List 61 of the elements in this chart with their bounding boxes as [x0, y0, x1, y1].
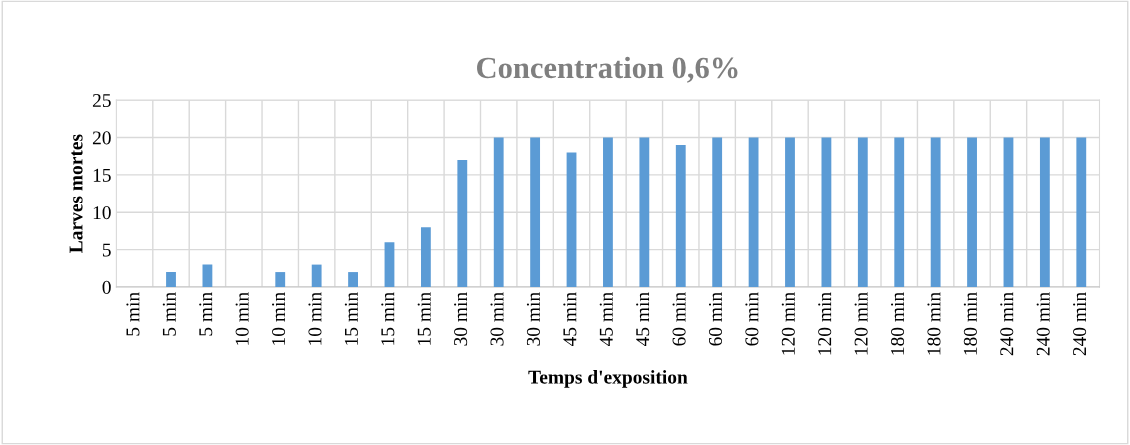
x-tick-label: 15 min — [344, 292, 358, 345]
x-tick-label: 30 min — [490, 292, 504, 346]
chart-title: Concentration 0,6% — [477, 56, 738, 83]
x-axis-title: Temps d'exposition — [528, 370, 688, 388]
x-tick-label: 60 min — [745, 292, 759, 346]
x-tick-label: 5 min — [162, 292, 176, 336]
x-tick-label: 5 min — [126, 292, 140, 336]
x-tick-label: 45 min — [636, 292, 650, 347]
bar — [275, 272, 286, 288]
bar — [639, 137, 650, 288]
x-tick-label: 180 min — [890, 292, 905, 355]
y-tick-label: 5 — [102, 243, 111, 257]
x-tick-label: 180 min — [963, 292, 977, 355]
bar — [930, 137, 941, 288]
bar — [967, 137, 977, 288]
bar — [166, 272, 176, 288]
x-tick-label: 5 min — [199, 292, 213, 336]
y-tick-label: 15 — [93, 168, 111, 182]
y-axis-title: Larves mortes — [69, 134, 83, 253]
bar — [894, 137, 905, 288]
y-tick-label: 25 — [92, 94, 111, 108]
x-tick-label: 10 min — [308, 292, 322, 345]
x-tick-label: 15 min — [417, 292, 431, 345]
x-tick-label: 10 min — [271, 292, 286, 345]
y-tick-label: 10 — [93, 206, 111, 220]
bar — [202, 264, 213, 288]
x-tick-label: 240 min — [1036, 292, 1050, 356]
x-tick-label: 30 min — [454, 292, 468, 346]
bar — [1003, 137, 1014, 288]
y-tick-label: 0 — [102, 280, 111, 294]
x-tick-label: 30 min — [526, 292, 540, 346]
bar — [1076, 137, 1087, 288]
x-tick-label: 240 min — [1073, 292, 1087, 356]
bar — [566, 152, 577, 288]
x-tick-label: 120 min — [781, 292, 795, 355]
bar — [420, 227, 431, 288]
bar — [493, 137, 504, 288]
x-tick-label: 45 min — [563, 292, 577, 347]
bar — [1039, 137, 1050, 288]
bar — [857, 137, 868, 288]
bar — [457, 159, 468, 288]
x-tick-label: 10 min — [235, 292, 249, 345]
bar — [530, 137, 541, 288]
bar — [748, 137, 759, 288]
bar — [603, 137, 613, 288]
x-tick-label: 60 min — [672, 292, 686, 346]
x-tick-label: 120 min — [818, 292, 832, 355]
bar — [675, 144, 686, 288]
bar — [712, 137, 723, 288]
x-tick-label: 15 min — [381, 292, 395, 345]
bar — [311, 264, 322, 288]
x-tick-label: 180 min — [927, 292, 941, 355]
bar — [785, 137, 795, 288]
bar — [384, 242, 395, 288]
y-tick-label: 20 — [92, 131, 111, 145]
x-tick-label: 45 min — [599, 292, 613, 347]
bar — [821, 137, 832, 288]
x-tick-label: 60 min — [708, 292, 723, 346]
bar — [348, 272, 358, 288]
x-tick-label: 120 min — [854, 292, 868, 355]
x-tick-label: 240 min — [1000, 292, 1014, 356]
